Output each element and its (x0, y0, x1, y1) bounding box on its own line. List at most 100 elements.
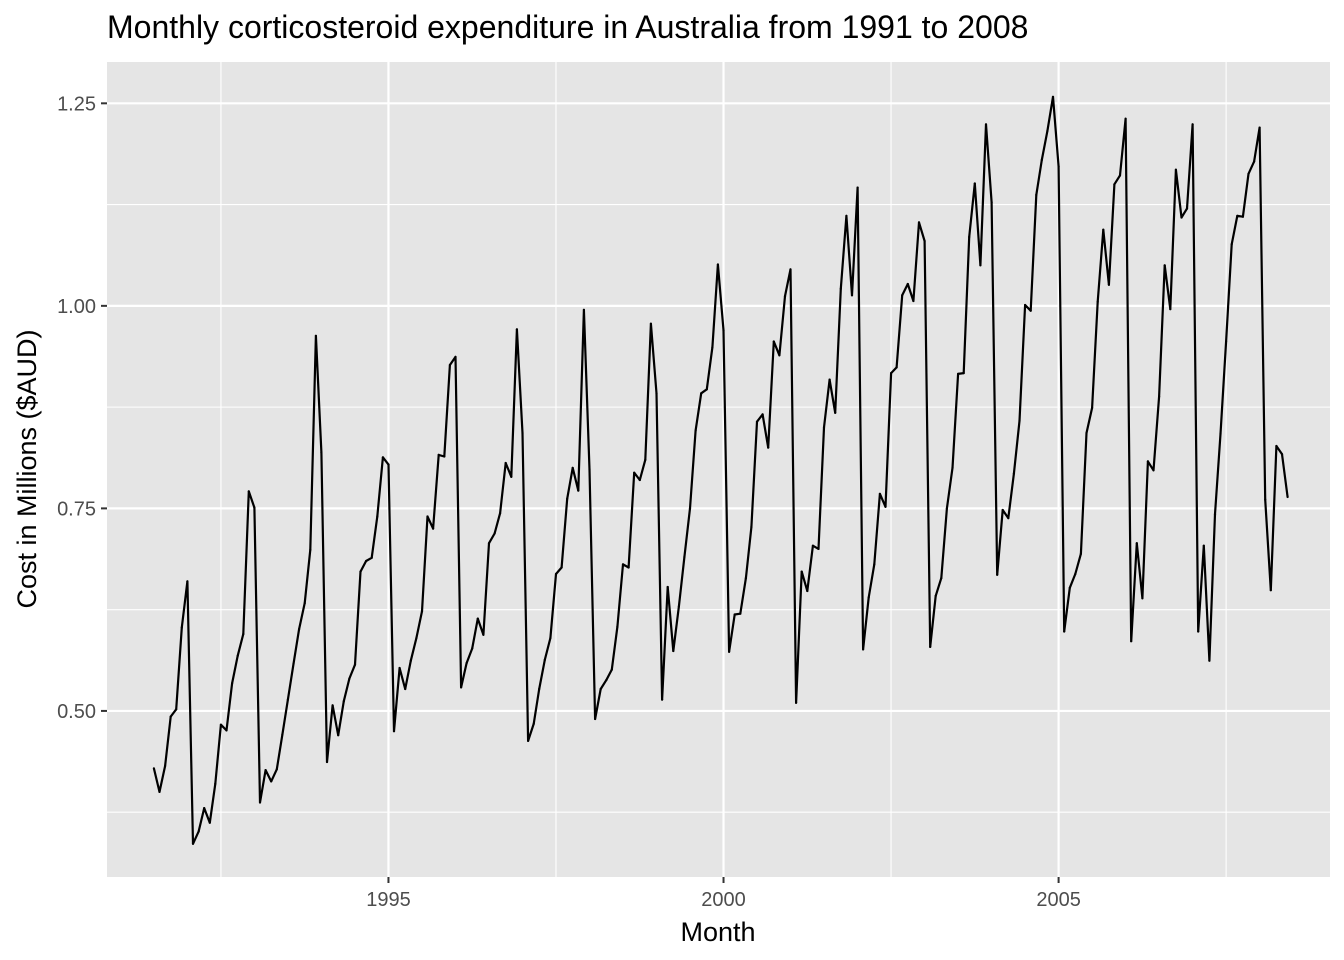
data-point (1253, 161, 1255, 163)
data-point (488, 542, 490, 544)
data-point (1203, 545, 1205, 547)
data-point (1242, 216, 1244, 218)
data-point (544, 659, 546, 661)
data-point (661, 699, 663, 701)
data-point (773, 340, 775, 342)
data-point (1091, 407, 1093, 409)
data-point (343, 700, 345, 702)
x-tick-label: 1995 (366, 889, 411, 911)
data-point (1287, 496, 1289, 498)
data-point (482, 634, 484, 636)
data-point (762, 413, 764, 415)
data-point (1035, 194, 1037, 196)
data-point (817, 548, 819, 550)
data-point (410, 660, 412, 662)
data-point (1147, 460, 1149, 462)
data-point (829, 379, 831, 381)
data-point (371, 557, 373, 559)
data-point (722, 329, 724, 331)
data-point (516, 328, 518, 330)
data-point (840, 288, 842, 290)
data-point (566, 498, 568, 500)
x-tick-label: 2005 (1036, 889, 1081, 911)
data-point (957, 373, 959, 375)
data-point (510, 476, 512, 478)
data-point (1175, 169, 1177, 171)
data-point (929, 646, 931, 648)
data-point (393, 730, 395, 732)
data-point (292, 663, 294, 665)
data-point (946, 507, 948, 509)
data-point (734, 613, 736, 615)
data-point (315, 335, 317, 337)
data-point (287, 699, 289, 701)
data-point (801, 571, 803, 573)
data-point (728, 651, 730, 653)
data-point (1007, 517, 1009, 519)
chart-title: Monthly corticosteroid expenditure in Au… (107, 9, 1028, 45)
data-point (415, 637, 417, 639)
data-point (756, 421, 758, 423)
data-point (1136, 542, 1138, 544)
data-point (471, 647, 473, 649)
data-point (1085, 432, 1087, 434)
data-point (365, 560, 367, 562)
data-point (1063, 630, 1065, 632)
x-axis: 1995 2000 2005 (366, 877, 1081, 911)
data-point (170, 716, 172, 718)
data-point (583, 309, 585, 311)
data-point (879, 493, 881, 495)
data-point (901, 294, 903, 296)
data-point (633, 472, 635, 474)
data-point (304, 602, 306, 604)
data-point (359, 571, 361, 573)
data-point (1219, 433, 1221, 435)
data-point (259, 801, 261, 803)
data-point (404, 688, 406, 690)
data-point (1013, 473, 1015, 475)
data-point (158, 791, 160, 793)
data-point (320, 451, 322, 453)
data-point (181, 626, 183, 628)
data-point (533, 723, 535, 725)
data-point (214, 783, 216, 785)
data-point (890, 372, 892, 374)
y-axis-title: Cost in Millions ($AUD) (12, 329, 42, 608)
data-point (1108, 284, 1110, 286)
data-point (695, 430, 697, 432)
data-point (443, 455, 445, 457)
data-point (868, 596, 870, 598)
data-point (672, 650, 674, 652)
data-point (1080, 553, 1082, 555)
data-point (1130, 640, 1132, 642)
data-point (985, 123, 987, 125)
data-point (354, 664, 356, 666)
data-point (186, 580, 188, 582)
data-point (784, 295, 786, 297)
data-point (225, 729, 227, 731)
data-point (1236, 215, 1238, 217)
data-point (438, 454, 440, 456)
data-point (477, 618, 479, 620)
data-point (1046, 130, 1048, 132)
data-point (622, 563, 624, 565)
y-tick-label: 0.50 (57, 701, 96, 723)
data-point (1214, 513, 1216, 515)
data-point (265, 769, 267, 771)
data-point (767, 447, 769, 449)
data-point (1164, 264, 1166, 266)
data-point (175, 708, 177, 710)
data-point (1169, 308, 1171, 310)
data-point (588, 468, 590, 470)
data-point (1041, 159, 1043, 161)
data-point (745, 577, 747, 579)
data-point (209, 822, 211, 824)
data-point (466, 662, 468, 664)
data-point (873, 563, 875, 565)
data-point (706, 388, 708, 390)
data-point (683, 556, 685, 558)
data-point (499, 512, 501, 514)
data-point (896, 366, 898, 368)
data-point (778, 354, 780, 356)
data-point (1125, 118, 1127, 120)
